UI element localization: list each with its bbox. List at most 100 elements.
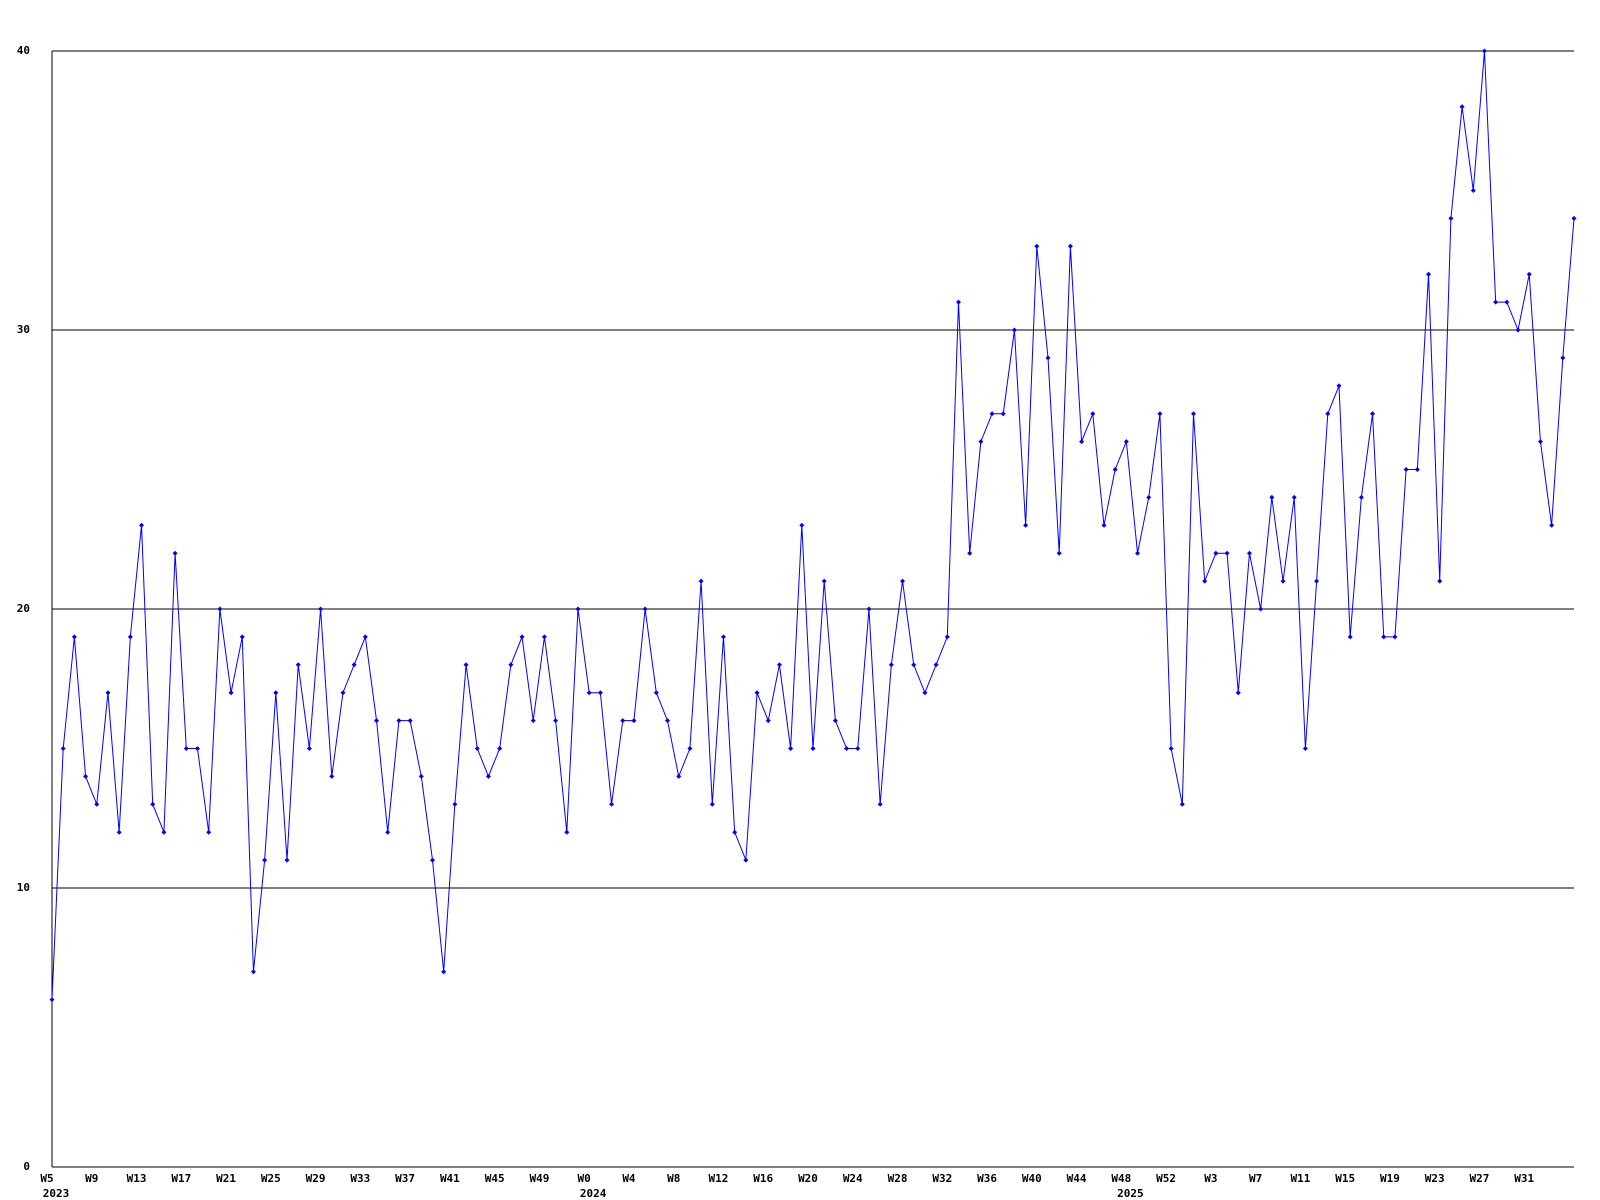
point-marker bbox=[844, 746, 850, 751]
point-marker bbox=[295, 662, 301, 668]
point-marker bbox=[553, 718, 559, 724]
point-marker bbox=[497, 746, 503, 751]
point-marker bbox=[306, 746, 312, 751]
point-marker bbox=[653, 690, 659, 696]
x-tick-label: W16 bbox=[753, 1172, 773, 1185]
point-marker bbox=[1269, 494, 1275, 500]
x-tick-label: W48 bbox=[1111, 1172, 1131, 1185]
point-marker bbox=[1448, 215, 1454, 221]
point-marker bbox=[1370, 411, 1376, 417]
point-marker bbox=[541, 634, 547, 640]
point-marker bbox=[127, 634, 133, 640]
point-marker bbox=[1291, 494, 1297, 500]
point-marker bbox=[687, 746, 693, 751]
point-marker bbox=[597, 690, 603, 696]
point-marker bbox=[194, 746, 200, 751]
point-marker bbox=[1079, 439, 1085, 445]
point-marker bbox=[642, 606, 648, 612]
point-marker bbox=[1246, 550, 1252, 556]
point-marker bbox=[396, 718, 402, 724]
x-tick-label: W24 bbox=[843, 1172, 863, 1185]
y-tick-label: 0 bbox=[23, 1160, 30, 1173]
point-marker bbox=[877, 801, 883, 807]
x-tick-label: W44 bbox=[1067, 1172, 1087, 1185]
point-marker bbox=[1314, 578, 1320, 584]
point-marker bbox=[1157, 411, 1163, 417]
point-marker bbox=[698, 578, 704, 584]
point-marker bbox=[1056, 550, 1062, 556]
point-marker bbox=[855, 746, 861, 751]
point-marker bbox=[139, 522, 145, 528]
point-marker bbox=[284, 857, 290, 863]
point-marker bbox=[1481, 48, 1487, 54]
x-tick-label: W28 bbox=[888, 1172, 908, 1185]
x-tick-label: W37 bbox=[395, 1172, 415, 1185]
point-marker bbox=[1280, 578, 1286, 584]
x-year-label: 2023 bbox=[43, 1187, 70, 1200]
point-marker bbox=[1325, 411, 1331, 417]
point-marker bbox=[1392, 634, 1398, 640]
point-marker bbox=[1011, 327, 1017, 333]
point-marker bbox=[709, 801, 715, 807]
x-tick-label: W4 bbox=[622, 1172, 636, 1185]
point-marker bbox=[1302, 746, 1308, 751]
y-tick-label: 40 bbox=[17, 44, 30, 57]
x-tick-label: W7 bbox=[1249, 1172, 1262, 1185]
point-marker bbox=[530, 718, 536, 724]
point-marker bbox=[1336, 383, 1342, 389]
point-marker bbox=[71, 634, 77, 640]
point-marker bbox=[620, 718, 626, 724]
x-tick-label: W3 bbox=[1204, 1172, 1217, 1185]
point-marker bbox=[788, 746, 794, 751]
point-marker bbox=[228, 690, 234, 696]
x-tick-label: W11 bbox=[1290, 1172, 1310, 1185]
point-marker bbox=[720, 634, 726, 640]
x-tick-label: W5 bbox=[40, 1172, 53, 1185]
point-marker bbox=[1123, 439, 1129, 445]
y-tick-label: 10 bbox=[17, 881, 30, 894]
point-marker bbox=[1470, 188, 1476, 193]
point-marker bbox=[1112, 467, 1118, 472]
point-marker bbox=[609, 801, 615, 807]
point-marker bbox=[1034, 243, 1040, 249]
x-tick-label: W17 bbox=[171, 1172, 191, 1185]
point-marker bbox=[150, 801, 156, 807]
point-marker bbox=[911, 662, 917, 668]
point-marker bbox=[385, 829, 391, 835]
point-marker bbox=[463, 662, 469, 668]
x-tick-label: W31 bbox=[1514, 1172, 1534, 1185]
point-marker bbox=[1191, 411, 1196, 417]
point-marker bbox=[430, 857, 435, 863]
point-marker bbox=[183, 746, 189, 751]
point-marker bbox=[900, 578, 906, 584]
point-marker bbox=[262, 857, 268, 863]
x-tick-label: W19 bbox=[1380, 1172, 1400, 1185]
x-tick-label: W21 bbox=[216, 1172, 236, 1185]
x-tick-label: W27 bbox=[1470, 1172, 1490, 1185]
point-marker bbox=[273, 690, 279, 696]
x-tick-label: W20 bbox=[798, 1172, 818, 1185]
point-marker bbox=[105, 690, 111, 696]
point-marker bbox=[1414, 467, 1420, 472]
point-marker bbox=[754, 690, 760, 696]
point-marker bbox=[1135, 550, 1141, 556]
point-marker bbox=[206, 829, 212, 835]
point-marker bbox=[83, 773, 89, 779]
x-tick-label: W13 bbox=[127, 1172, 147, 1185]
point-marker bbox=[564, 829, 570, 835]
x-tick-label: W15 bbox=[1335, 1172, 1355, 1185]
point-marker bbox=[821, 578, 827, 584]
point-marker bbox=[1426, 271, 1432, 277]
point-marker bbox=[374, 718, 380, 724]
x-tick-label: W12 bbox=[709, 1172, 729, 1185]
point-marker bbox=[1381, 634, 1387, 640]
point-marker bbox=[776, 662, 782, 668]
point-marker bbox=[676, 773, 682, 779]
point-marker bbox=[1023, 522, 1029, 528]
point-marker bbox=[161, 829, 167, 835]
point-marker bbox=[989, 411, 995, 417]
point-marker bbox=[340, 690, 346, 696]
point-marker bbox=[1358, 494, 1364, 500]
